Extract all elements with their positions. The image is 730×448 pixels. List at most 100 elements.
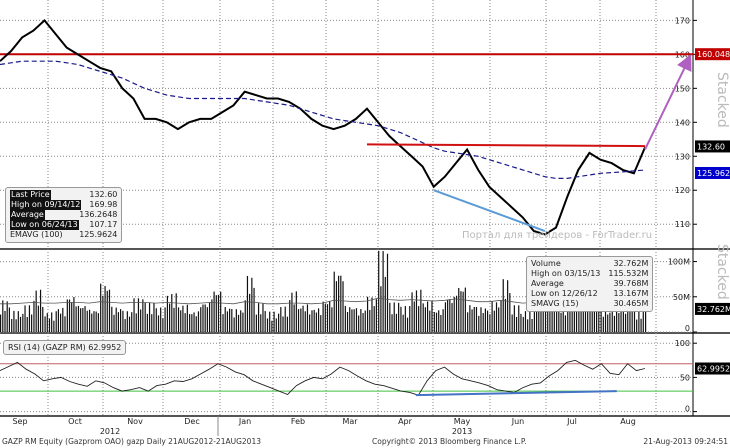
volume-bar (338, 275, 340, 332)
volume-bar (604, 311, 607, 332)
volume-tick-label: 50M (673, 293, 690, 302)
volume-bar (233, 317, 235, 332)
volume-bar (322, 301, 324, 332)
volume-bar (460, 291, 462, 332)
volume-bar (360, 309, 362, 332)
volume-tick-label: 100M (668, 258, 690, 267)
volume-bar (262, 303, 264, 332)
volume-bar (426, 301, 429, 332)
volume-bar (46, 313, 48, 332)
volume-bar (186, 304, 188, 332)
volume-bar (68, 299, 71, 332)
volume-bar (44, 316, 46, 332)
month-label: Nov (127, 417, 143, 426)
volume-bar (0, 314, 2, 332)
volume-bar (82, 308, 84, 332)
volume-bar (589, 297, 591, 332)
volume-bar (453, 296, 455, 332)
volume-bar (278, 313, 280, 332)
year-label: 2012 (100, 427, 120, 436)
volume-bar (447, 299, 449, 332)
volume-bar (140, 309, 142, 332)
volume-bar (642, 311, 644, 332)
price-tick-label: 130 (675, 152, 690, 161)
volume-bar (400, 306, 402, 332)
month-label: Jun (511, 417, 525, 426)
volume-bar (142, 299, 144, 332)
volume-bar (473, 307, 475, 332)
volume-bar (95, 311, 97, 332)
volume-bar (80, 308, 82, 332)
volume-bar (471, 309, 473, 332)
volume-bar (111, 306, 113, 332)
volume-bar (184, 313, 186, 332)
volume-bar (231, 309, 233, 332)
volume-bar (33, 300, 35, 332)
price-line (0, 18, 646, 236)
volume-bar (249, 293, 251, 332)
rsi-tag (695, 362, 730, 375)
volume-bar (153, 302, 155, 332)
volume-bar (160, 307, 162, 332)
volume-bar (495, 302, 498, 332)
volume-bar (217, 294, 220, 332)
volume-bar (331, 307, 333, 332)
volume-bar (242, 312, 244, 332)
volume-bar (380, 286, 382, 332)
volume-bar (255, 314, 257, 332)
volume-bar (311, 310, 313, 332)
price-tick-label: 170 (675, 16, 690, 25)
volume-bar (438, 310, 440, 332)
volume-bar (162, 318, 164, 332)
volume-bar (2, 300, 4, 332)
volume-bar (182, 305, 184, 332)
volume-bar (469, 305, 471, 332)
volume-tick-label: 0 (685, 324, 690, 333)
volume-bar (329, 301, 331, 332)
volume-bar (19, 316, 22, 332)
volume-bar (429, 310, 431, 332)
volume-bar (71, 302, 73, 332)
legend-value: 39.768M (613, 279, 649, 288)
volume-bar (60, 313, 62, 332)
legend-name: Low on 06/24/13 (10, 220, 79, 230)
volume-bar (200, 307, 202, 332)
volume-bar (306, 304, 309, 332)
legend-row: EMAVG (100) 125.9624 (10, 230, 117, 240)
volume-bar (620, 308, 622, 332)
volume-bar (551, 298, 553, 332)
month-label: Jan (238, 417, 251, 426)
volume-bar (335, 281, 338, 332)
last-value-label: 132.60 (697, 142, 725, 151)
volume-bar (108, 289, 111, 332)
volume-bar (180, 310, 182, 332)
volume-tag-label: 32.762M (697, 305, 730, 314)
volume-bar (166, 295, 169, 332)
month-label: Oct (68, 417, 82, 426)
legend-row: Average 136.2648 (10, 210, 117, 220)
volume-bar (264, 311, 266, 332)
volume-bar (549, 307, 551, 332)
volume-bar (220, 291, 222, 332)
volume-bar (57, 309, 60, 332)
volume-bar (100, 283, 102, 332)
volume-bar (191, 314, 193, 332)
arrow-annotation (644, 54, 692, 150)
rsi-tick-label: 0 (685, 405, 690, 414)
volume-bar (627, 300, 629, 332)
volume-bar (515, 316, 518, 332)
volume-bar (362, 313, 364, 332)
legend-value: 32.762M (613, 259, 649, 268)
legend-name: EMAVG (100) (10, 230, 63, 239)
volume-bar (291, 292, 293, 332)
volume-bar (77, 305, 80, 332)
volume-bar (482, 313, 484, 332)
volume-bar (213, 291, 215, 332)
legend-row: Low on 06/24/13 107.17 (10, 220, 117, 230)
volume-bar (629, 310, 631, 332)
volume-bar (502, 279, 504, 332)
volume-bar (567, 304, 569, 332)
volume-bar (458, 287, 460, 332)
legend-row: Last Price 132.60 (10, 190, 117, 200)
volume-bar (582, 307, 584, 332)
